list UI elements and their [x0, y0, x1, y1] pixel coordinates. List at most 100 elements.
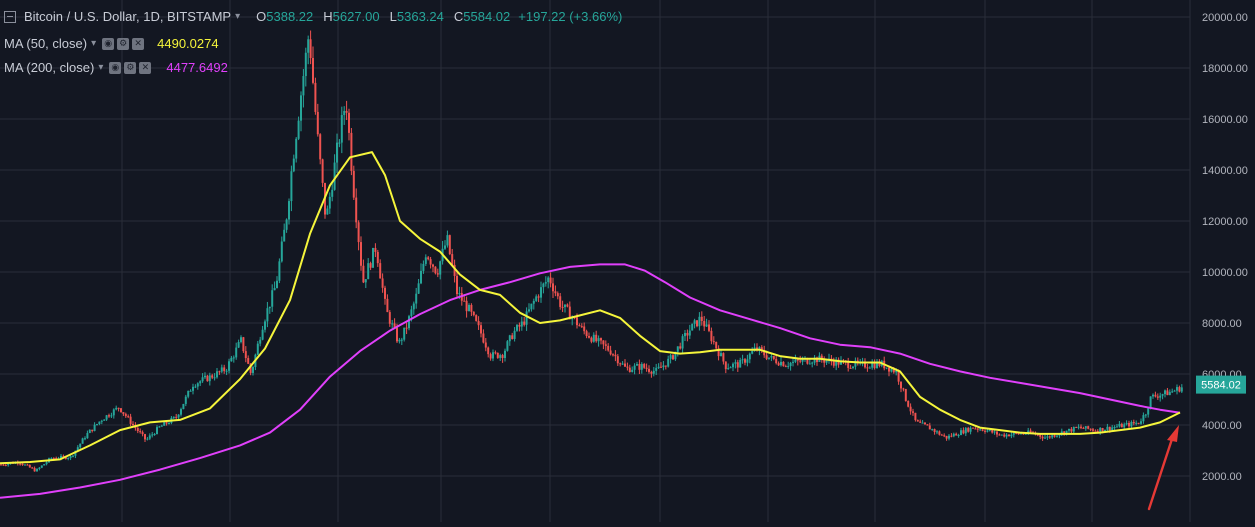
candle-body: [1178, 387, 1181, 392]
candle: [746, 354, 749, 367]
candle-body: [554, 291, 557, 294]
candle-body: [528, 309, 530, 312]
candle-body: [204, 375, 206, 378]
candle: [405, 322, 408, 335]
collapse-legend-icon[interactable]: [4, 10, 16, 23]
candle-body: [792, 361, 794, 363]
candle: [544, 276, 547, 287]
chevron-down-icon[interactable]: ▾: [235, 11, 241, 22]
candle-body: [175, 416, 178, 418]
candle: [744, 358, 746, 366]
candle-body: [878, 361, 881, 366]
candle: [676, 346, 679, 357]
candle-body: [62, 455, 65, 457]
gear-icon[interactable]: ⚙: [117, 37, 130, 50]
candle: [105, 414, 108, 421]
candle: [787, 361, 790, 369]
candle: [88, 429, 91, 434]
candle: [988, 429, 991, 432]
candle-body: [1089, 428, 1092, 430]
close-icon[interactable]: ✕: [132, 37, 145, 50]
candle-body: [811, 362, 814, 364]
candle: [1084, 426, 1087, 431]
candle-body: [249, 363, 252, 373]
candle: [328, 192, 331, 214]
candle-body: [532, 300, 535, 304]
candle: [691, 323, 694, 331]
candle: [103, 419, 106, 421]
candle: [652, 367, 655, 377]
chevron-down-icon[interactable]: ▾: [91, 38, 97, 49]
grid: [0, 0, 1190, 522]
chevron-down-icon[interactable]: ▾: [98, 62, 104, 73]
price-axis[interactable]: 2000.004000.006000.008000.0010000.001200…: [1202, 12, 1248, 483]
candle-body: [129, 416, 132, 424]
candle-body: [336, 142, 338, 163]
candle: [79, 443, 82, 450]
candle-body: [626, 366, 629, 368]
candle: [1005, 433, 1008, 439]
candle: [309, 30, 312, 65]
candle-body: [854, 360, 857, 367]
candle: [26, 463, 29, 466]
candle-body: [417, 283, 420, 294]
candle: [621, 361, 624, 365]
candle-body: [300, 95, 302, 121]
candle-body: [480, 325, 482, 334]
close-icon[interactable]: ✕: [139, 61, 152, 74]
candle-body: [1101, 427, 1104, 432]
candle-body: [823, 359, 826, 363]
candle: [561, 300, 564, 312]
candle: [703, 316, 706, 331]
candle-body: [388, 312, 391, 324]
ma200-label[interactable]: MA (200, close): [4, 60, 95, 75]
candle: [1152, 393, 1154, 399]
candle-body: [609, 350, 612, 355]
candle: [280, 236, 283, 263]
candle-body: [506, 341, 509, 351]
candle: [640, 362, 643, 374]
candle: [290, 165, 293, 212]
candle: [748, 352, 751, 364]
candle: [1176, 384, 1178, 395]
candle: [1154, 391, 1157, 398]
candle-body: [1164, 390, 1166, 395]
candle-body: [919, 421, 922, 423]
candle-body: [276, 280, 278, 289]
eye-icon[interactable]: ◉: [109, 61, 122, 74]
candle: [1056, 435, 1058, 438]
candle-body: [602, 340, 605, 345]
candle: [52, 457, 55, 460]
eye-icon[interactable]: ◉: [102, 37, 115, 50]
candle: [182, 403, 185, 410]
candle: [1125, 420, 1128, 426]
candle: [950, 433, 953, 438]
candle: [868, 366, 871, 369]
candle-body: [235, 347, 238, 358]
candle: [321, 158, 324, 187]
candle-body: [746, 359, 749, 363]
candle: [717, 345, 720, 361]
candle-body: [24, 464, 26, 466]
candle-body: [369, 263, 372, 268]
symbol-title[interactable]: Bitcoin / U.S. Dollar, 1D, BITSTAMP: [24, 9, 232, 24]
candle-body: [326, 208, 329, 215]
candle: [907, 400, 910, 408]
candle: [712, 336, 715, 345]
gear-icon[interactable]: ⚙: [124, 61, 137, 74]
candle: [916, 419, 919, 422]
ma50-label[interactable]: MA (50, close): [4, 36, 88, 51]
candle: [914, 412, 917, 422]
candle-body: [213, 377, 216, 379]
candle: [158, 425, 161, 428]
candle: [960, 427, 962, 436]
candle-body: [652, 370, 655, 374]
candle-body: [280, 241, 283, 262]
candle-body: [1092, 429, 1094, 431]
candle-body: [348, 112, 350, 133]
candle: [684, 329, 686, 341]
candle: [146, 436, 149, 441]
candle-body: [67, 458, 70, 460]
